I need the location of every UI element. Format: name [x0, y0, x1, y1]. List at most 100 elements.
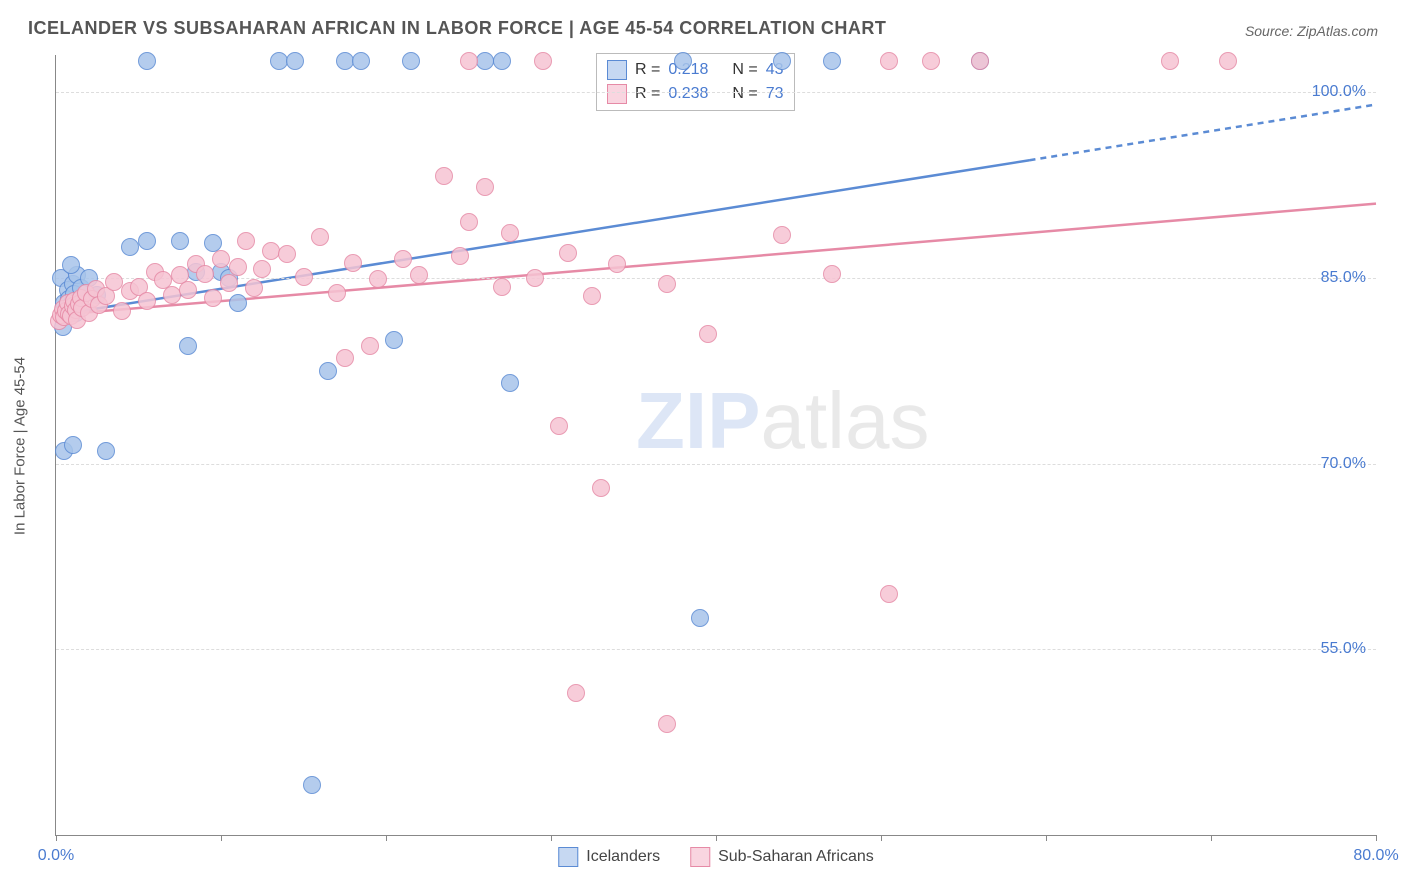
stats-r-label: R =: [635, 82, 660, 106]
legend-swatch-subsaharan: [690, 847, 710, 867]
regression-lines: [56, 55, 1376, 835]
data-point: [385, 331, 403, 349]
data-point: [163, 286, 181, 304]
data-point: [608, 255, 626, 273]
x-tick-mark: [716, 835, 717, 841]
stats-r-value: 0.238: [668, 82, 708, 106]
legend-item-subsaharan: Sub-Saharan Africans: [690, 847, 874, 867]
data-point: [344, 254, 362, 272]
data-point: [138, 52, 156, 70]
gridline: [56, 649, 1376, 650]
legend-swatch-icelanders: [558, 847, 578, 867]
data-point: [971, 52, 989, 70]
stats-r-label: R =: [635, 58, 660, 82]
data-point: [245, 279, 263, 297]
x-tick-mark: [56, 835, 57, 841]
data-point: [402, 52, 420, 70]
stats-swatch: [607, 84, 627, 104]
stats-legend-box: R =0.218N =43R =0.238N =73: [596, 53, 795, 111]
data-point: [410, 266, 428, 284]
data-point: [220, 274, 238, 292]
data-point: [534, 52, 552, 70]
data-point: [212, 250, 230, 268]
data-point: [501, 374, 519, 392]
data-point: [179, 281, 197, 299]
data-point: [1219, 52, 1237, 70]
data-point: [451, 247, 469, 265]
x-tick-mark: [386, 835, 387, 841]
plot-area: ZIPatlas R =0.218N =43R =0.238N =73 Icel…: [55, 55, 1376, 836]
data-point: [262, 242, 280, 260]
data-point: [658, 275, 676, 293]
data-point: [336, 52, 354, 70]
data-point: [369, 270, 387, 288]
source-label: Source: ZipAtlas.com: [1245, 23, 1378, 39]
data-point: [196, 265, 214, 283]
data-point: [435, 167, 453, 185]
data-point: [583, 287, 601, 305]
data-point: [105, 273, 123, 291]
x-tick-mark: [551, 835, 552, 841]
x-tick-mark: [1376, 835, 1377, 841]
data-point: [550, 417, 568, 435]
stats-n-label: N =: [732, 82, 757, 106]
data-point: [328, 284, 346, 302]
data-point: [674, 52, 692, 70]
data-point: [361, 337, 379, 355]
x-tick-mark: [881, 835, 882, 841]
y-tick-label: 85.0%: [1321, 269, 1366, 287]
legend-label-icelanders: Icelanders: [586, 848, 660, 866]
data-point: [270, 52, 288, 70]
data-point: [253, 260, 271, 278]
data-point: [476, 178, 494, 196]
data-point: [179, 337, 197, 355]
data-point: [229, 294, 247, 312]
data-point: [336, 349, 354, 367]
data-point: [460, 213, 478, 231]
title-bar: ICELANDER VS SUBSAHARAN AFRICAN IN LABOR…: [28, 18, 1378, 39]
regression-line: [56, 204, 1376, 315]
data-point: [286, 52, 304, 70]
y-axis-label: In Labor Force | Age 45-54: [12, 357, 29, 535]
stats-row: R =0.238N =73: [607, 82, 784, 106]
data-point: [64, 436, 82, 454]
data-point: [559, 244, 577, 262]
data-point: [278, 245, 296, 263]
data-point: [121, 238, 139, 256]
data-point: [880, 585, 898, 603]
stats-swatch: [607, 60, 627, 80]
data-point: [113, 302, 131, 320]
y-tick-label: 100.0%: [1312, 83, 1366, 101]
data-point: [138, 232, 156, 250]
data-point: [62, 256, 80, 274]
stats-row: R =0.218N =43: [607, 58, 784, 82]
data-point: [97, 442, 115, 460]
data-point: [493, 278, 511, 296]
data-point: [303, 776, 321, 794]
data-point: [237, 232, 255, 250]
y-tick-label: 70.0%: [1321, 455, 1366, 473]
gridline: [56, 464, 1376, 465]
x-tick-mark: [1046, 835, 1047, 841]
data-point: [922, 52, 940, 70]
legend-label-subsaharan: Sub-Saharan Africans: [718, 848, 874, 866]
data-point: [493, 52, 511, 70]
x-tick-mark: [221, 835, 222, 841]
data-point: [592, 479, 610, 497]
x-tick-mark: [1211, 835, 1212, 841]
data-point: [658, 715, 676, 733]
data-point: [138, 292, 156, 310]
data-point: [295, 268, 313, 286]
stats-n-label: N =: [732, 58, 757, 82]
data-point: [1161, 52, 1179, 70]
data-point: [460, 52, 478, 70]
chart-title: ICELANDER VS SUBSAHARAN AFRICAN IN LABOR…: [28, 18, 886, 39]
data-point: [319, 362, 337, 380]
data-point: [823, 52, 841, 70]
data-point: [352, 52, 370, 70]
data-point: [204, 289, 222, 307]
data-point: [311, 228, 329, 246]
data-point: [501, 224, 519, 242]
data-point: [823, 265, 841, 283]
regression-line: [56, 160, 1030, 315]
